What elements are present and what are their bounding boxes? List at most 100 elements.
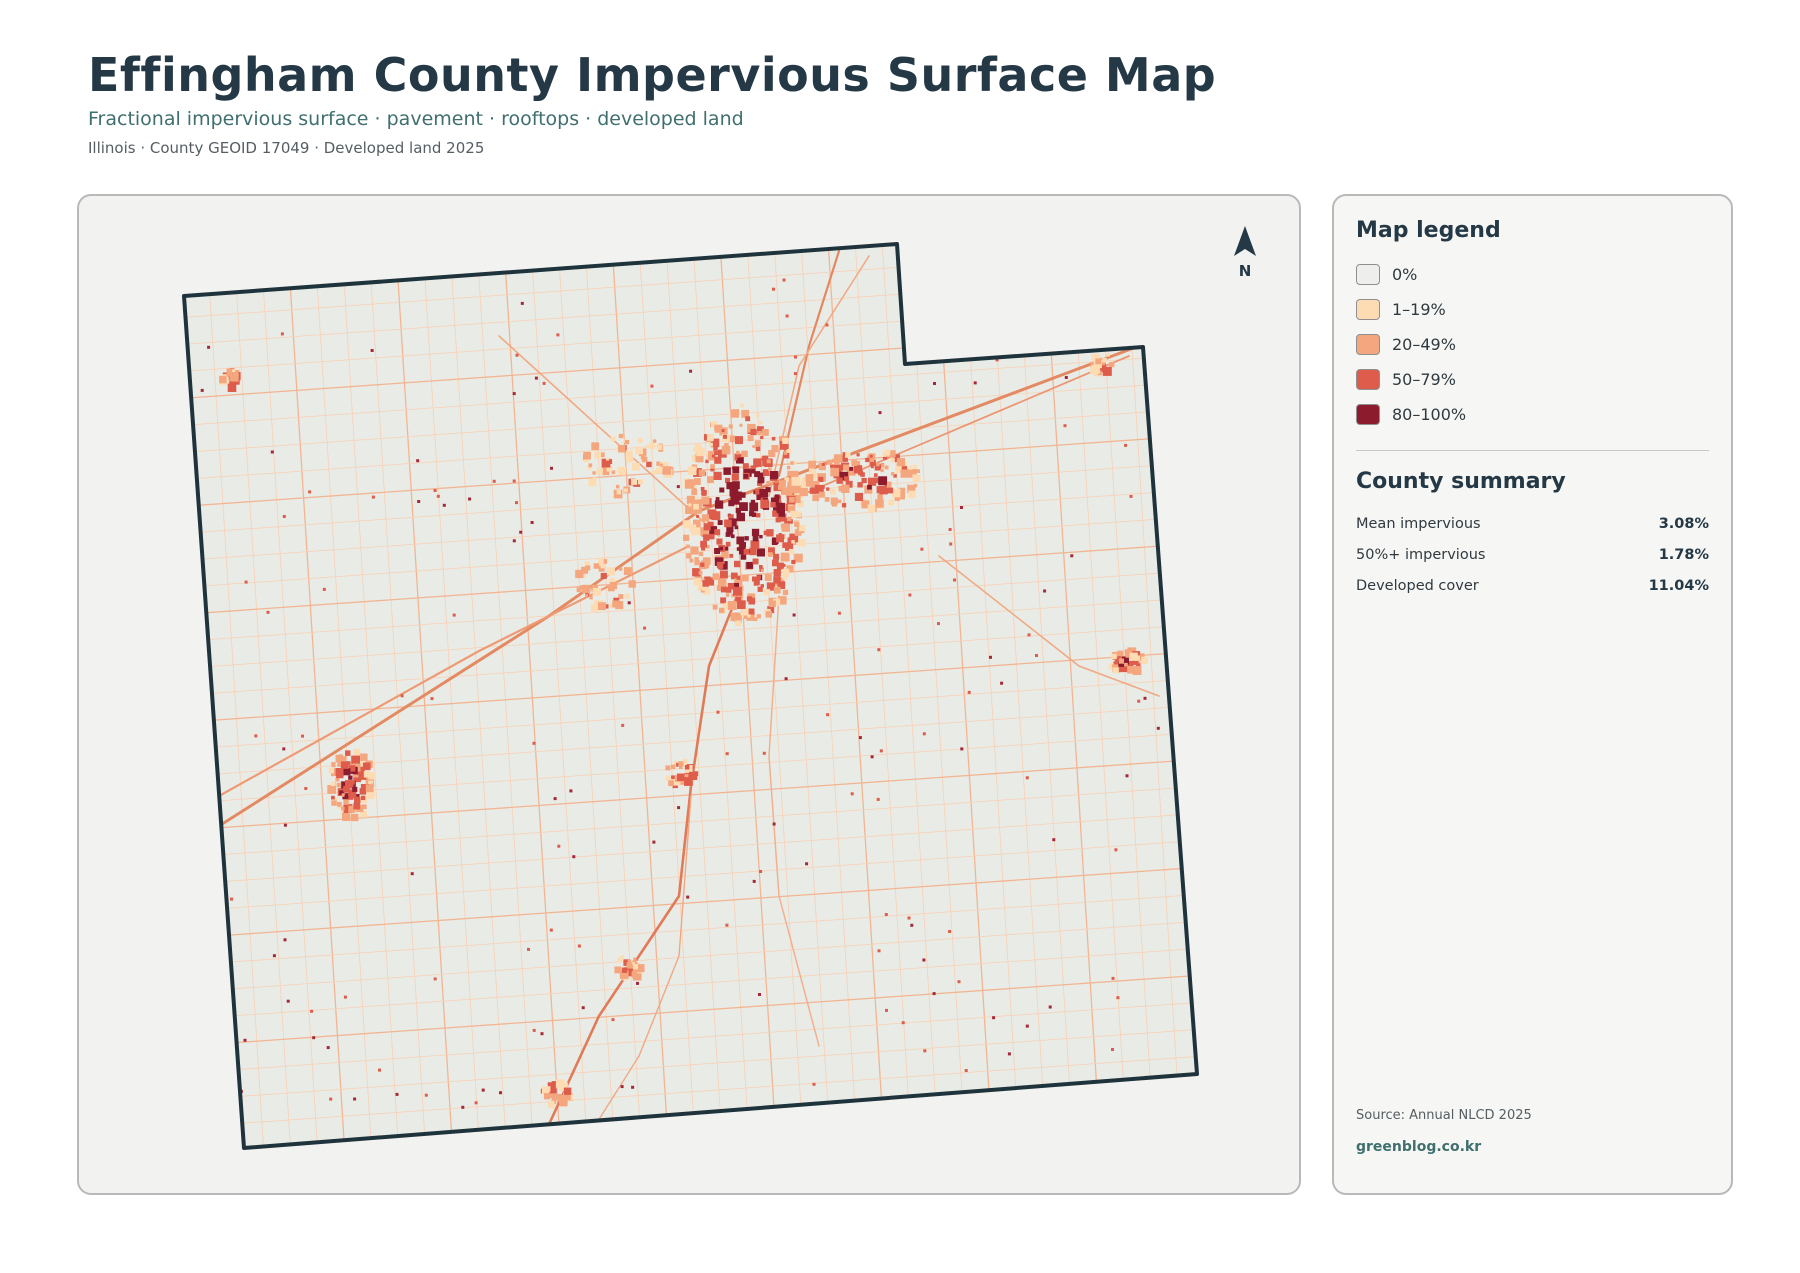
developed-patch (339, 790, 344, 795)
developed-patch (360, 753, 368, 761)
developed-patch (916, 469, 920, 473)
developed-patch (850, 792, 854, 796)
road-line (448, 244, 508, 1148)
developed-patch (937, 622, 940, 626)
developed-patch (782, 589, 789, 596)
developed-patch (410, 872, 414, 876)
developed-patch (836, 477, 843, 484)
developed-patch (461, 1105, 465, 1109)
developed-patch (732, 612, 741, 621)
developed-patch (585, 565, 591, 571)
developed-patch (547, 1082, 554, 1089)
road-line (286, 244, 346, 1148)
highway-sw (578, 795, 692, 1148)
north-arrow-icon (1234, 226, 1256, 256)
developed-patch (254, 734, 258, 738)
developed-patch (713, 446, 718, 451)
developed-patch (885, 1008, 888, 1012)
developed-patch (813, 458, 816, 462)
developed-patch (867, 455, 874, 462)
developed-patch (778, 484, 784, 491)
developed-patch (724, 519, 732, 528)
developed-patch (555, 1079, 565, 1089)
site-link[interactable]: greenblog.co.kr (1356, 1139, 1482, 1155)
map-panel: N (77, 194, 1301, 1195)
developed-patch (857, 482, 863, 488)
developed-patch (709, 442, 713, 447)
developed-patch (301, 734, 304, 738)
developed-patch (749, 502, 759, 512)
developed-patch (577, 944, 581, 948)
road-line (718, 244, 778, 1148)
developed-patch (430, 697, 434, 701)
developed-patch (845, 480, 853, 488)
developed-patch (725, 923, 729, 927)
developed-patch (310, 1009, 314, 1013)
summary-value: 3.08% (1658, 515, 1709, 532)
developed-patch (342, 813, 350, 821)
developed-patch (614, 966, 622, 974)
developed-patch (757, 476, 765, 484)
header: Effingham County Impervious Surface Map … (88, 48, 1216, 157)
developed-patch (620, 1085, 624, 1089)
developed-patch (363, 771, 371, 778)
developed-patch (226, 368, 235, 377)
developed-patch (612, 600, 620, 608)
developed-patch (787, 537, 794, 544)
developed-patch (890, 457, 895, 463)
developed-patch (224, 1104, 228, 1108)
developed-patch (740, 403, 745, 408)
developed-patch (600, 572, 607, 579)
developed-patch (759, 870, 763, 873)
developed-patch (331, 768, 339, 777)
developed-patch (895, 466, 902, 473)
developed-patch (702, 587, 711, 595)
developed-patch (206, 898, 210, 902)
developed-patch (761, 456, 766, 461)
developed-patch (348, 775, 353, 780)
developed-patch (701, 546, 706, 551)
developed-patch (282, 747, 286, 751)
developed-patch (698, 551, 704, 557)
developed-patch (731, 572, 738, 580)
developed-patch (778, 596, 787, 605)
developed-patch (754, 464, 758, 468)
developed-patch (689, 771, 698, 780)
road-line (1042, 244, 1102, 1148)
developed-patch (715, 497, 720, 501)
developed-patch (691, 454, 699, 462)
developed-patch (609, 603, 614, 608)
developed-patch (416, 459, 420, 463)
developed-patch (898, 487, 906, 495)
county-map: N (182, 226, 1256, 1150)
developed-patch (716, 710, 720, 714)
developed-patch (354, 796, 361, 804)
developed-patch (1135, 663, 1141, 669)
developed-patch (894, 495, 900, 501)
developed-patch (760, 568, 764, 572)
developed-patch (1052, 838, 1056, 842)
developed-patch (361, 804, 367, 810)
road-line (691, 244, 751, 1148)
developed-patch (726, 525, 734, 533)
developed-patch (341, 810, 346, 816)
developed-patch (361, 795, 366, 800)
developed-patch (701, 496, 710, 505)
developed-patch (726, 482, 734, 490)
developed-patch (646, 444, 651, 448)
developed-patch (555, 1094, 562, 1101)
developed-patch (1112, 667, 1119, 674)
developed-patch (776, 562, 784, 570)
developed-patch (844, 476, 849, 482)
developed-patch (744, 536, 749, 541)
developed-patch (809, 487, 817, 494)
developed-patch (878, 411, 882, 415)
developed-patch (773, 569, 781, 577)
road-line (184, 974, 1197, 1048)
developed-patch (716, 538, 723, 545)
summary-label: Mean impervious (1356, 515, 1481, 532)
developed-patch (740, 554, 747, 560)
developed-patch (360, 810, 368, 818)
developed-patch (771, 539, 778, 545)
developed-patch (884, 913, 888, 916)
